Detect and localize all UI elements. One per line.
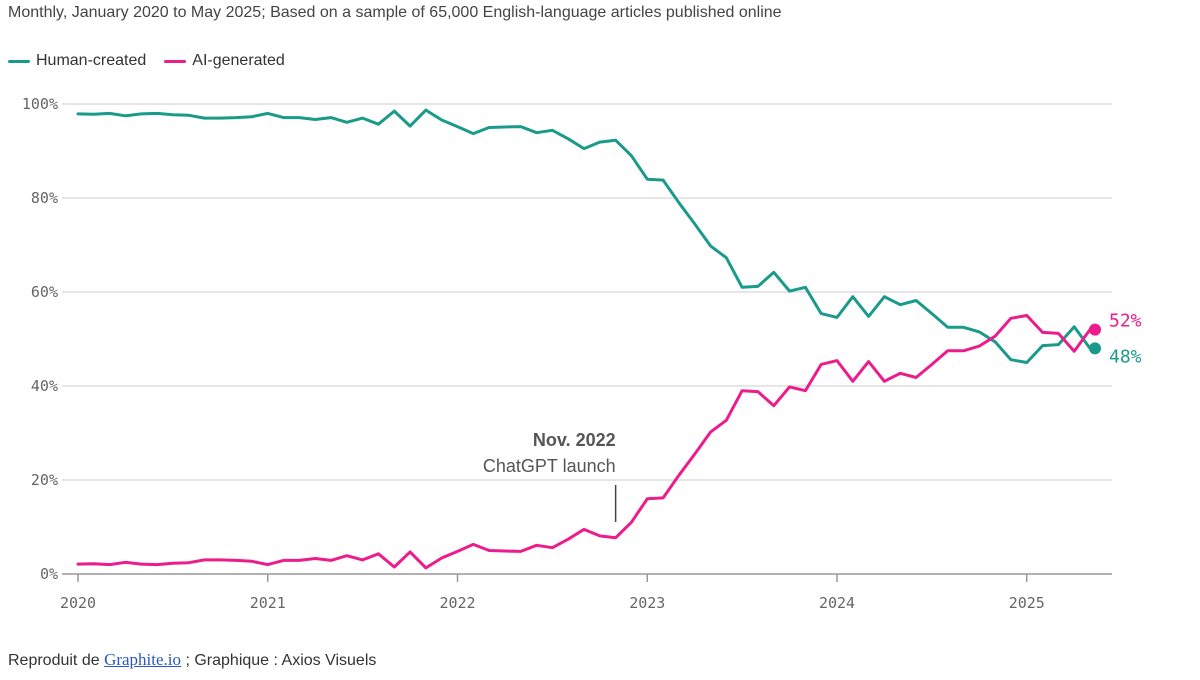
end-point-human <box>1089 342 1101 355</box>
chart-legend: Human-created AI-generated <box>8 52 285 70</box>
y-tick-label: 80% <box>31 189 58 207</box>
line-chart: 100% 80% 60% 40% 20% 0%2020 2021 2022 2023 2024 20… <box>22 95 1142 612</box>
y-tick-label: 20% <box>31 471 58 489</box>
legend-swatch-human <box>8 59 30 63</box>
x-tick-label: 2022 <box>439 594 475 612</box>
y-tick-label: 0% <box>40 565 58 583</box>
x-tick-label: 2023 <box>629 594 665 612</box>
end-label-human: 48% <box>1109 346 1142 367</box>
source-suffix: ; Graphique : Axios Visuels <box>181 652 377 669</box>
source-prefix: Reproduit de <box>8 652 105 669</box>
x-tick-label: 2025 <box>1009 594 1045 612</box>
legend-label-ai: AI-generated <box>192 52 285 69</box>
x-tick-label: 2020 <box>60 594 96 612</box>
legend-item-human: Human-created <box>8 52 146 70</box>
legend-item-ai: AI-generated <box>164 52 285 70</box>
annotation-subtitle: ChatGPT launch <box>483 456 616 476</box>
chart-subtitle: Monthly, January 2020 to May 2025; Based… <box>8 4 782 21</box>
x-tick-label: 2021 <box>250 594 286 612</box>
series-line-ai <box>76 314 1092 570</box>
series-line-human <box>76 108 1092 364</box>
legend-swatch-ai <box>164 59 187 63</box>
annotation-title: Nov. 2022 <box>533 430 616 450</box>
y-tick-label: 60% <box>31 283 58 301</box>
x-tick-label: 2024 <box>819 594 855 612</box>
end-label-ai: 52% <box>1109 311 1142 332</box>
legend-label-human: Human-created <box>36 52 147 69</box>
end-point-ai <box>1089 323 1101 336</box>
source-note: Reproduit de Graphite.io ; Graphique : A… <box>8 650 376 670</box>
y-tick-label: 100% <box>22 95 58 113</box>
y-tick-label: 40% <box>31 377 58 395</box>
source-link[interactable]: Graphite.io <box>104 650 182 669</box>
